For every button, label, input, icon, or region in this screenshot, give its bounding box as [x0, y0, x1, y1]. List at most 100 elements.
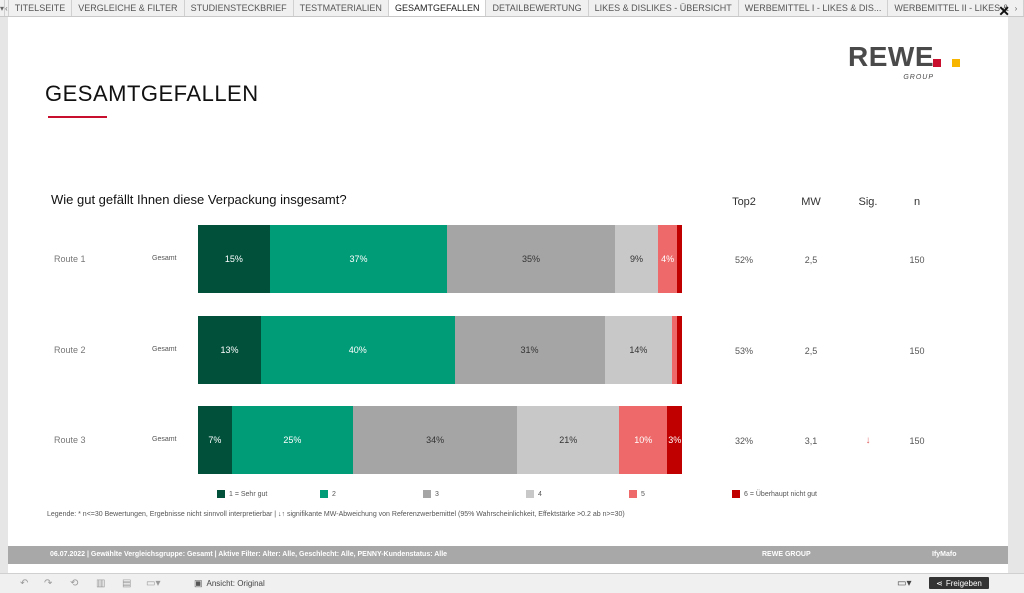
bar-segment[interactable]: 25% [231, 406, 353, 474]
tab-2[interactable]: STUDIENSTECKBRIEF [185, 0, 294, 16]
tab-8[interactable]: WERBEMITTEL II - LIKES & DI... [888, 0, 1024, 16]
share-icon: ⋖ [936, 578, 943, 588]
bar-segment[interactable]: 14% [604, 316, 673, 384]
value-n: 150 [909, 346, 925, 356]
bar-segment[interactable]: 15% [198, 225, 270, 293]
sheet-tab-bar: ▾ ‹ TITELSEITE VERGLEICHE & FILTER STUDIEN… [0, 0, 1024, 17]
value-n: 150 [909, 255, 925, 265]
view-button[interactable]: ▣ Ansicht: Original [194, 578, 265, 589]
logo-text: REWE [848, 41, 934, 72]
share-button[interactable]: ⋖ Freigeben [929, 577, 989, 589]
legend-item: 2 [320, 490, 336, 498]
route-label: Route 2 [54, 345, 86, 355]
footer-brand: REWE GROUP [762, 551, 811, 558]
value-top2: 53% [734, 346, 753, 356]
legend-swatch [320, 490, 328, 498]
tab-0[interactable]: TITELSEITE [9, 0, 73, 16]
bar-segment[interactable] [672, 316, 678, 384]
col-head-top2: Top2 [732, 196, 756, 208]
route-label: Route 3 [54, 435, 86, 445]
undo-icon[interactable]: ↶ [20, 578, 29, 589]
close-icon[interactable]: ✕ [998, 3, 1010, 19]
significance-arrow: ↓ [865, 435, 871, 446]
title-underline [48, 116, 107, 118]
bar-segment[interactable]: 13% [198, 316, 261, 384]
col-head-n: n [913, 196, 921, 208]
bar-segment[interactable]: 31% [454, 316, 605, 384]
bar-segment[interactable] [677, 316, 682, 384]
page-title: GESAMTGEFALLEN [45, 81, 259, 106]
tab-scroll-left-icon[interactable]: ‹ [5, 0, 9, 16]
tab-5[interactable]: DETAILBEWERTUNG [486, 0, 589, 16]
legend-label: 3 [435, 490, 439, 498]
tab-6[interactable]: LIKES & DISLIKES - ÜBERSICHT [589, 0, 739, 16]
tab-dropdown-icon[interactable]: ▾ [0, 0, 6, 16]
bar-segment[interactable]: 10% [619, 406, 668, 474]
redo-icon[interactable]: ↷ [44, 578, 53, 589]
bar-segment[interactable]: 7% [198, 406, 232, 474]
logo-subtext: GROUP [903, 74, 934, 81]
tab-1[interactable]: VERGLEICHE & FILTER [72, 0, 185, 16]
value-mw: 3,1 [804, 436, 818, 446]
legend-item: 6 = Überhaupt nicht gut [732, 490, 817, 498]
logo-red-square [933, 59, 941, 67]
logo-yellow-square [952, 59, 960, 67]
bar-segment[interactable]: 40% [260, 316, 455, 384]
legend-label: 5 [641, 490, 645, 498]
share-label: Freigeben [945, 578, 982, 588]
stacked-bar[interactable]: 7% 25% 34% 21% 10% 3% [198, 406, 682, 474]
bar-segment[interactable]: 35% [447, 225, 615, 293]
revert-icon[interactable]: ⟲ [70, 578, 79, 589]
dashboard-canvas: REWE GROUP GESAMTGEFALLEN Wie gut gefäll… [8, 17, 1008, 573]
stacked-bar[interactable]: 13% 40% 31% 14% [198, 316, 682, 384]
legend-swatch [732, 490, 740, 498]
value-mw: 2,5 [804, 346, 818, 356]
legend-item: 5 [629, 490, 645, 498]
device-layout-icon[interactable]: ▭▾ [897, 578, 912, 589]
value-top2: 52% [734, 255, 753, 265]
bar-segment[interactable]: 37% [269, 225, 448, 293]
legend-label: 6 = Überhaupt nicht gut [744, 490, 817, 498]
legend-swatch [526, 490, 534, 498]
legend-swatch [423, 490, 431, 498]
legend-label: 1 = Sehr gut [229, 490, 268, 498]
tab-scroll-right-icon[interactable]: › [1009, 0, 1024, 16]
group-label: Gesamt [152, 346, 177, 353]
legend-swatch [217, 490, 225, 498]
bar-segment[interactable]: 9% [614, 225, 659, 293]
value-top2: 32% [734, 436, 753, 446]
legend-item: 4 [526, 490, 542, 498]
col-head-sig: Sig. [858, 196, 878, 208]
chart-question: Wie gut gefällt Ihnen diese Verpackung i… [51, 192, 347, 207]
tab-7[interactable]: WERBEMITTEL I - LIKES & DIS... [739, 0, 889, 16]
rewe-group-logo: REWE GROUP [848, 41, 960, 81]
legend-item: 1 = Sehr gut [217, 490, 267, 498]
route-label: Route 1 [54, 254, 86, 264]
refresh-data-icon[interactable]: ▥ [96, 578, 106, 589]
bar-segment[interactable] [677, 225, 682, 293]
legend-swatch [629, 490, 637, 498]
tab-3[interactable]: TESTMATERIALIEN [294, 0, 389, 16]
view-icon: ▣ [194, 578, 203, 588]
legend-note: Legende: * n<=30 Bewertungen, Ergebnisse… [47, 511, 625, 518]
bar-segment[interactable]: 34% [352, 406, 518, 474]
legend-item: 3 [423, 490, 439, 498]
bar-segment[interactable]: 4% [658, 225, 678, 293]
bar-segment[interactable]: 21% [517, 406, 620, 474]
view-label: Ansicht: Original [206, 579, 265, 588]
footer-info: 06.07.2022 | Gewählte Vergleichsgruppe: … [50, 551, 448, 558]
bottom-toolbar: ↶ ↷ ⟲ ▥ ▤ ▭▾ ▣ Ansicht: Original ▭▾ ⋖ Fr… [0, 573, 1024, 593]
group-label: Gesamt [152, 255, 177, 262]
legend-label: 2 [332, 490, 336, 498]
bar-segment[interactable]: 3% [667, 406, 682, 474]
stacked-bar[interactable]: 15% 37% 35% 9% 4% [198, 225, 682, 293]
value-n: 150 [909, 436, 925, 446]
group-label: Gesamt [152, 436, 177, 443]
more-icon[interactable]: ▭▾ [146, 578, 161, 589]
value-mw: 2,5 [804, 255, 818, 265]
footer-vendor: IfyMafo [932, 551, 957, 558]
pause-icon[interactable]: ▤ [122, 578, 132, 589]
legend-label: 4 [538, 490, 542, 498]
chart-legend: 1 = Sehr gut 2 3 4 5 6 = Überhaupt nicht gut [8, 490, 1008, 502]
tab-4[interactable]: GESAMTGEFALLEN [388, 0, 487, 16]
